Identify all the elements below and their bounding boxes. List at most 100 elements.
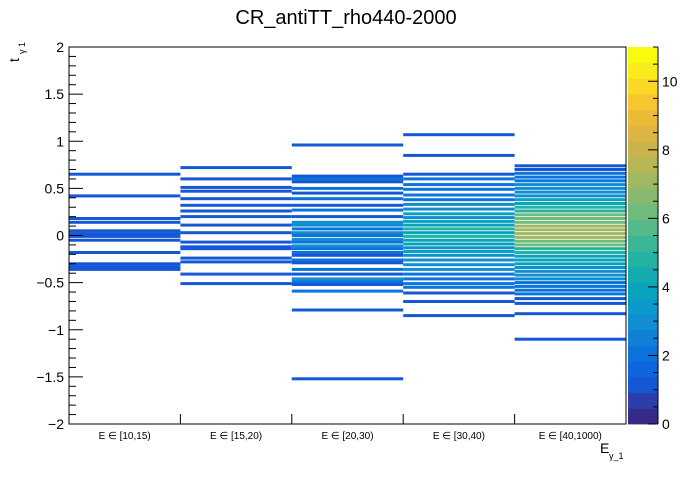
heatmap-cell <box>403 291 515 295</box>
color-scale-segment <box>628 282 658 299</box>
heatmap-cell <box>180 197 292 201</box>
heatmap-cell <box>180 215 292 219</box>
heatmap-cell <box>180 282 292 286</box>
heatmap-cell <box>403 183 515 187</box>
heatmap-cell <box>291 223 404 227</box>
heatmap-cell <box>291 231 404 235</box>
heatmap-cell <box>69 194 181 198</box>
heatmap-cell <box>514 194 626 198</box>
heatmap-cell <box>69 229 181 233</box>
heatmap-cell <box>291 280 404 284</box>
heatmap-cell <box>514 232 626 236</box>
color-scale-bar <box>628 47 658 425</box>
heatmap-cell <box>180 240 292 244</box>
heatmap-cell <box>514 254 626 258</box>
heatmap-cell <box>180 189 292 193</box>
y-tick-label: 0.5 <box>45 180 65 196</box>
heatmap-cell <box>514 228 626 232</box>
heatmap-cell <box>69 172 181 176</box>
x-tick-label: E ∈ [40,1000) <box>539 431 602 442</box>
z-tick-label: 2 <box>662 347 670 363</box>
heatmap-cell <box>403 285 515 289</box>
x-axis-title: E γ_1 <box>600 440 624 461</box>
heatmap-cell <box>69 251 181 254</box>
heatmap-cell <box>403 250 515 253</box>
color-scale-segment <box>628 188 658 205</box>
y-tick-label: 0 <box>56 228 64 244</box>
heatmap-cell <box>403 231 515 235</box>
heatmap-cell <box>514 292 626 296</box>
color-scale-segment <box>628 345 658 362</box>
heatmap-cell <box>291 208 404 212</box>
color-scale-segment <box>628 361 658 378</box>
heatmap-cell <box>403 202 515 206</box>
heatmap-cell <box>403 272 515 276</box>
heatmap-cell <box>514 164 626 168</box>
heatmap-cell <box>514 209 626 213</box>
heatmap-cell <box>514 190 626 194</box>
heatmap-cell <box>291 251 404 254</box>
heatmap-cell <box>291 227 404 231</box>
heatmap-cell <box>403 216 515 220</box>
heatmap-cell <box>514 312 626 316</box>
heatmap-cell <box>514 281 626 285</box>
heatmap-cell <box>403 212 515 216</box>
heatmap-cell <box>291 234 404 237</box>
heatmap-cell <box>403 253 515 257</box>
heatmap-cell <box>514 171 626 175</box>
heatmap-cell <box>69 220 181 224</box>
y-tick-label: −1.5 <box>36 369 64 385</box>
color-scale-segment <box>628 47 658 64</box>
heatmap-cell <box>291 272 404 276</box>
heatmap-cell <box>403 223 515 227</box>
heatmap-cell <box>403 242 515 246</box>
heatmap-cell <box>403 238 515 242</box>
heatmap-cell <box>180 209 292 213</box>
color-scale-segment <box>628 408 658 425</box>
heatmap-cell <box>291 247 404 251</box>
heatmap-cell <box>514 168 626 171</box>
heatmap-cell <box>291 261 404 265</box>
color-scale-segment <box>628 204 658 221</box>
heatmap-cell <box>403 133 515 137</box>
y-tick-label: −1 <box>48 322 64 338</box>
heatmap-cell <box>514 235 626 239</box>
y-axis-title-main: t <box>6 58 22 62</box>
heatmap-cell <box>403 267 515 271</box>
y-tick-label: −2 <box>48 416 64 432</box>
heatmap-cell <box>69 217 181 220</box>
color-scale-axis: 0 2 4 6 8 10 <box>648 46 678 432</box>
color-scale-segment <box>628 156 658 174</box>
heatmap-cell <box>291 258 404 262</box>
heatmap-cell <box>403 258 515 262</box>
color-scale-segment <box>628 172 658 189</box>
y-tick-label: 2 <box>56 39 64 55</box>
heatmap-cell <box>514 284 626 288</box>
z-tick-label: 8 <box>662 142 670 158</box>
color-scale-segment <box>628 314 658 331</box>
heatmap-cell <box>291 191 404 195</box>
x-tick-label: E ∈ [15,20) <box>210 431 262 442</box>
heatmap-cell <box>514 239 626 243</box>
color-scale-segment <box>628 266 658 284</box>
heatmap-cell <box>514 220 626 224</box>
y-axis: −2 −1.5 −1 −0.5 0 0.5 1 1.5 2 <box>36 39 83 432</box>
x-tick-label: E ∈ [30,40) <box>433 431 485 442</box>
color-scale-segment <box>628 78 658 95</box>
color-scale-segment <box>628 376 658 393</box>
color-scale-segment <box>628 219 658 236</box>
plot-frame <box>68 46 627 425</box>
heatmap-cell <box>403 282 515 286</box>
heatmap-cell <box>403 193 515 197</box>
heatmap-cell <box>514 198 626 202</box>
color-scale-segment <box>628 235 658 252</box>
heatmap-cell <box>403 227 515 231</box>
color-scale-segment <box>628 94 658 111</box>
heatmap-cell <box>514 266 626 269</box>
heatmap-cell <box>291 197 404 201</box>
heatmap-cell <box>180 166 292 170</box>
x-axis: E ∈ [10,15) E ∈ [15,20) E ∈ [20,30) E ∈ [30… <box>99 414 602 442</box>
heatmap-cell <box>180 177 292 181</box>
z-tick-label: 0 <box>662 416 670 432</box>
z-tick-label: 10 <box>662 73 678 89</box>
